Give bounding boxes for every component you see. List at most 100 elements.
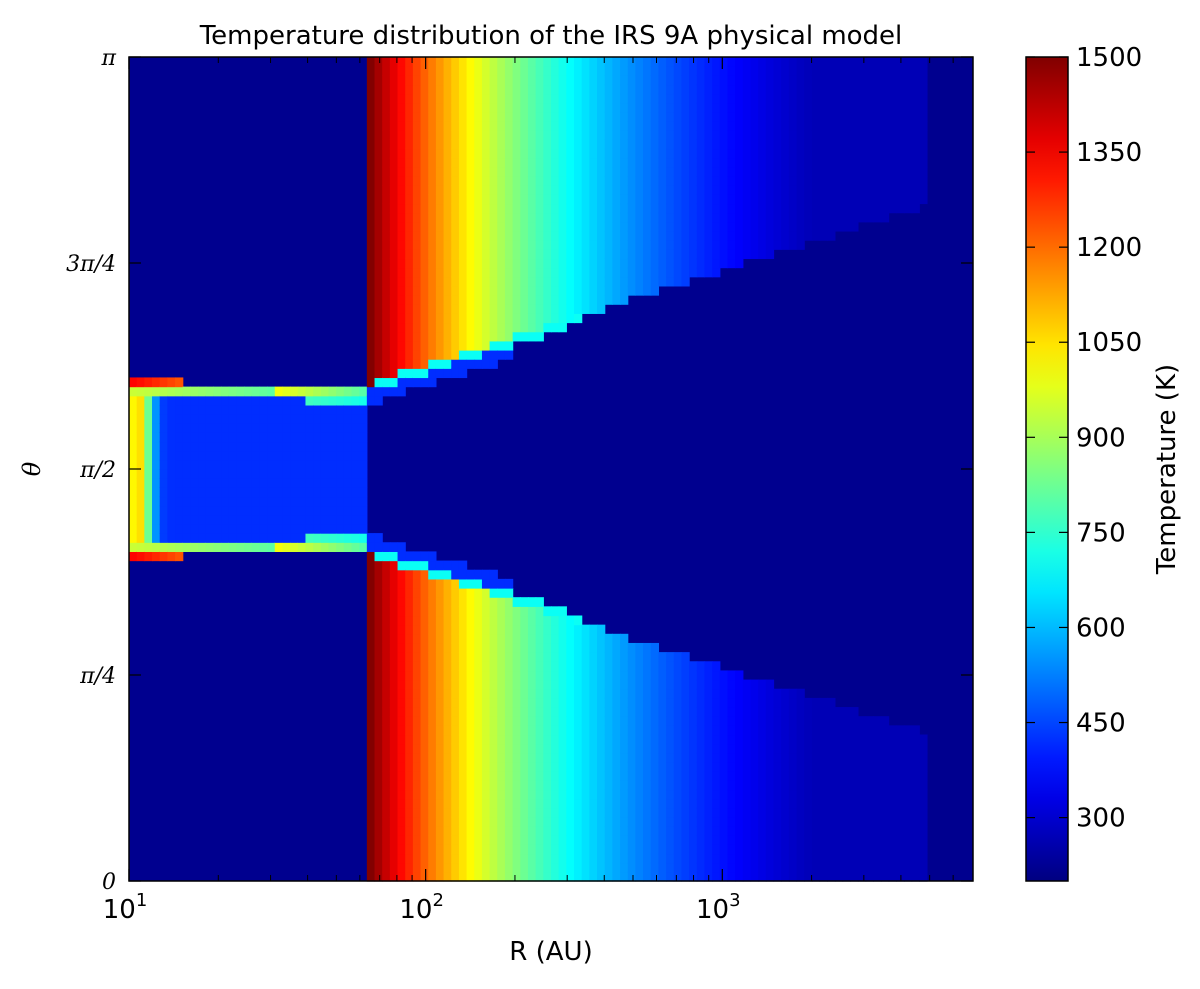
heatmap-cell [719, 212, 729, 223]
heatmap-cell [696, 66, 706, 76]
heatmap-cell [366, 121, 376, 131]
heatmap-cell [152, 386, 161, 397]
heatmap-cell [857, 871, 867, 882]
heatmap-cell [673, 93, 683, 104]
heatmap-cell [865, 139, 874, 150]
heatmap-cell [666, 139, 675, 150]
heatmap-cell [827, 121, 836, 131]
heatmap-cell [758, 57, 767, 67]
heatmap-cell [328, 404, 337, 415]
heatmap-cell [589, 121, 598, 131]
heatmap-cell [919, 789, 928, 800]
heatmap-cell [781, 826, 790, 836]
heatmap-cell [750, 157, 759, 168]
heatmap-cell [412, 267, 422, 278]
heatmap-cell [159, 404, 168, 415]
heatmap-cell [374, 295, 383, 305]
heatmap-cell [497, 743, 506, 754]
heatmap-cell [313, 441, 322, 452]
heatmap-cell [397, 93, 406, 104]
heatmap-cell [842, 826, 851, 836]
heatmap-cell [481, 185, 491, 195]
heatmap-cell [489, 862, 498, 873]
heatmap-cell [527, 743, 537, 754]
heatmap-cell [765, 761, 775, 772]
heatmap-cell [520, 642, 529, 653]
heatmap-cell [643, 221, 652, 232]
heatmap-cell [405, 771, 414, 781]
heatmap-cell [620, 185, 629, 195]
heatmap-cell [781, 240, 790, 250]
heatmap-cell [512, 716, 521, 726]
heatmap-cell [666, 743, 675, 754]
heatmap-cell [574, 697, 583, 708]
heatmap-cell [911, 871, 920, 882]
heatmap-cell [566, 652, 575, 662]
heatmap-cell [566, 771, 575, 781]
heatmap-cell [842, 734, 851, 745]
heatmap-cell [504, 203, 514, 214]
heatmap-cell [451, 743, 460, 754]
heatmap-cell [428, 862, 437, 873]
heatmap-cell [412, 789, 422, 800]
heatmap-cell [612, 697, 621, 708]
heatmap-cell [351, 459, 360, 470]
heatmap-cell [382, 743, 391, 754]
heatmap-cell [366, 679, 376, 690]
heatmap-cell [443, 258, 452, 269]
heatmap-cell [351, 432, 360, 443]
heatmap-cell [673, 221, 683, 232]
heatmap-cell [405, 139, 414, 150]
heatmap-cell [758, 780, 767, 791]
heatmap-cell [435, 798, 445, 809]
heatmap-cell [903, 75, 913, 86]
heatmap-cell [497, 789, 506, 800]
heatmap-cell [919, 771, 928, 781]
heatmap-cell [267, 432, 276, 443]
heatmap-cell [305, 395, 314, 406]
heatmap-cell [712, 679, 721, 690]
heatmap-cell [267, 469, 276, 479]
heatmap-cell [788, 771, 798, 781]
heatmap-cell [811, 743, 821, 754]
heatmap-cell [458, 862, 468, 873]
heatmap-cell [850, 716, 859, 726]
heatmap-cell [382, 826, 391, 836]
heatmap-cell [497, 111, 506, 122]
heatmap-cell [366, 798, 376, 809]
heatmap-cell [382, 560, 391, 571]
heatmap-cell [581, 57, 590, 67]
heatmap-cell [620, 176, 629, 186]
heatmap-cell [635, 871, 644, 882]
heatmap-cell [481, 844, 491, 855]
heatmap-cell [696, 75, 706, 86]
heatmap-cell [259, 423, 268, 433]
heatmap-cell [842, 139, 851, 150]
heatmap-cell [228, 404, 238, 415]
colorbar-tick-label: 900 [1076, 423, 1126, 453]
heatmap-cell [873, 862, 882, 873]
heatmap-cell [489, 816, 498, 827]
heatmap-cell [811, 771, 821, 781]
heatmap-cell [811, 75, 821, 86]
heatmap-cell [604, 661, 613, 672]
heatmap-cell [497, 221, 506, 232]
heatmap-cell [650, 871, 660, 882]
heatmap-cell [819, 853, 828, 864]
heatmap-cell [543, 148, 552, 159]
heatmap-cell [773, 148, 782, 159]
heatmap-cell [581, 789, 590, 800]
heatmap-cell [919, 826, 928, 836]
heatmap-cell [604, 771, 613, 781]
heatmap-cell [397, 139, 406, 150]
heatmap-cell [620, 807, 629, 818]
heatmap-cell [504, 725, 514, 736]
heatmap-cell [773, 157, 782, 168]
heatmap-cell [405, 615, 414, 626]
heatmap-cell [681, 816, 690, 827]
heatmap-cell [650, 84, 660, 95]
heatmap-cell [466, 102, 475, 113]
heatmap-cell [412, 798, 422, 809]
heatmap-cell [712, 697, 721, 708]
heatmap-cell [911, 102, 920, 113]
